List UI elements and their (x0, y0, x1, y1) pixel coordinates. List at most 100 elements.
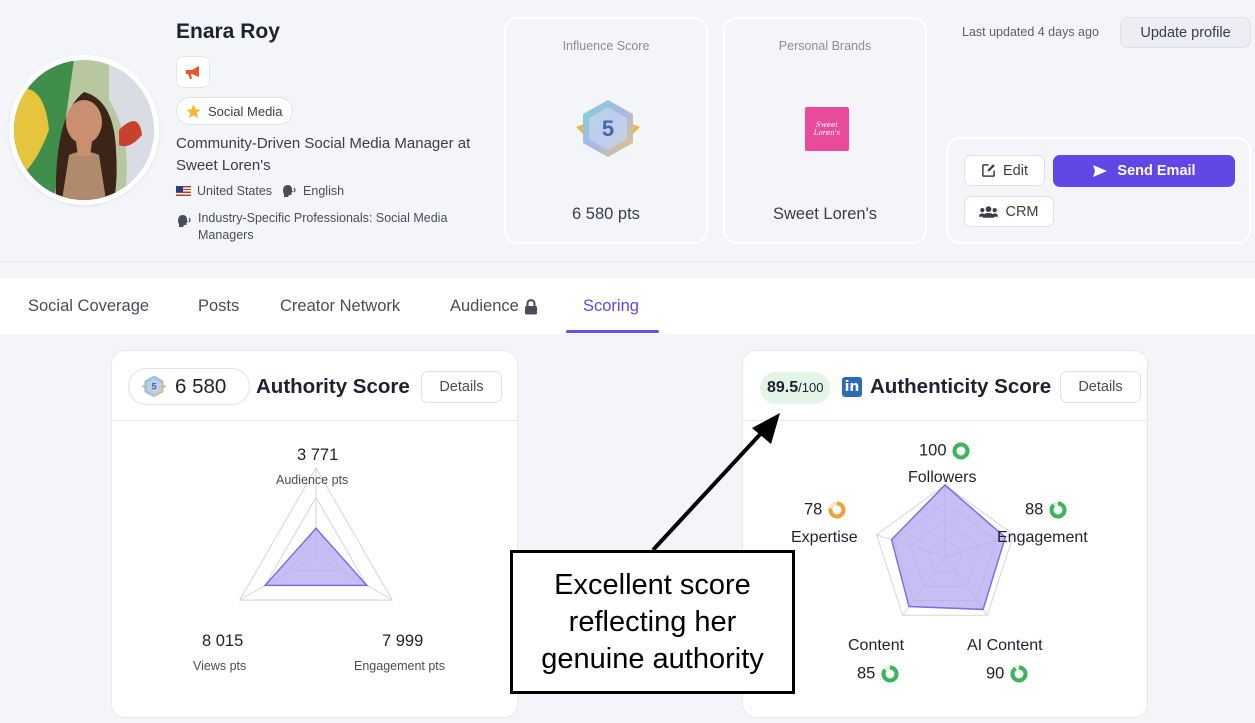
personal-brands-card[interactable]: Personal Brands Sweet Loren's Sweet Lore… (723, 17, 927, 244)
us-flag-icon (176, 186, 191, 196)
authenticity-axis-value: 100 (919, 441, 971, 461)
edit-icon (982, 164, 995, 177)
profile-headline: Community-Driven Social Media Manager at… (176, 135, 471, 174)
authenticity-axis-label: Engagement (997, 529, 1088, 546)
authenticity-axis-value: 88 (1025, 500, 1068, 520)
annotation-line: reflecting her (568, 605, 737, 638)
annotation-text: Excellent score reflecting her genuine a… (541, 567, 764, 678)
authenticity-axis-value: 90 (986, 664, 1029, 684)
active-tab-indicator (566, 330, 659, 333)
tab-audience[interactable]: Audience (450, 297, 538, 316)
speaking-head-icon (283, 185, 296, 197)
star-icon (186, 103, 201, 118)
brand-logo-text: Sweet Loren's (813, 121, 841, 137)
actions-card: Edit Send Email CRM (946, 137, 1251, 244)
score-ring-icon (1010, 665, 1028, 683)
crm-button[interactable]: CRM (964, 196, 1054, 227)
speaking-head-icon (178, 215, 191, 227)
send-email-button[interactable]: Send Email (1053, 155, 1235, 187)
brand-name: Sweet Loren's (772, 205, 878, 223)
last-updated-text: Last updated 4 days ago (962, 25, 1099, 39)
send-email-label: Send Email (1117, 163, 1196, 179)
authority-card-header: 5 6 580 Authority Score Details (112, 351, 517, 421)
location-language-row: United States English (176, 184, 344, 198)
authenticity-card-header: 89.5 /100 in Authenticity Score Details (743, 351, 1147, 421)
authenticity-axis-label: AI Content (967, 637, 1043, 654)
level-badge-icon: 5 (141, 375, 167, 397)
authority-score-value: 6 580 (175, 374, 227, 398)
authenticity-radar-chart (875, 483, 1015, 616)
authority-axis-value: 3 771 (297, 446, 339, 464)
edit-label: Edit (1003, 162, 1028, 179)
annotation-line: Excellent score (554, 568, 751, 601)
authenticity-axis-label: Expertise (791, 529, 858, 546)
authority-score-card: 5 6 580 Authority Score Details 3 771 Au… (111, 350, 518, 718)
avatar (9, 55, 159, 205)
level-number: 5 (602, 116, 614, 141)
authenticity-axis-label: Content (848, 637, 905, 654)
authenticity-score-value: 89.5 (767, 379, 799, 396)
authenticity-score-max: /100 (798, 380, 824, 395)
authority-axis-value: 8 015 (202, 632, 244, 650)
annotation-line: genuine authority (541, 642, 764, 675)
authority-badge-level: 5 (151, 381, 156, 391)
authority-axis-label: Audience pts (276, 473, 349, 487)
tab-scoring[interactable]: Scoring (583, 297, 639, 315)
authority-axis-label: Engagement pts (354, 659, 446, 673)
profile-name: Enara Roy (176, 20, 280, 43)
score-ring-icon (952, 442, 970, 460)
authority-score-title: Authority Score (256, 375, 410, 398)
influence-points: 6 580 pts (572, 205, 640, 223)
authority-axis-label: Views pts (193, 659, 247, 673)
radar-grid-ring (875, 484, 1015, 616)
authenticity-score-card: 89.5 /100 in Authenticity Score Details … (742, 350, 1148, 718)
users-icon (979, 205, 999, 218)
ai-content-value: 90 (986, 664, 1005, 683)
segment-row: Industry-Specific Professionals: Social … (176, 210, 488, 244)
authenticity-score-pill: 89.5 /100 (760, 372, 831, 404)
authenticity-score-title: Authenticity Score (870, 375, 1052, 398)
annotation-callout: Excellent score reflecting her genuine a… (510, 550, 795, 694)
authority-axis-value: 7 999 (382, 632, 424, 650)
category-chip[interactable]: Social Media (176, 97, 294, 125)
authority-score-pill: 5 6 580 (128, 368, 250, 405)
language-text: English (303, 184, 345, 198)
brand-logo[interactable]: Sweet Loren's (805, 107, 849, 151)
authority-details-button[interactable]: Details (421, 371, 502, 403)
authority-radar-chart (238, 467, 394, 601)
score-ring-icon (1049, 501, 1067, 519)
authenticity-axis-value: 85 (857, 664, 900, 684)
influence-score-card[interactable]: Influence Score 5 6 580 pts (504, 17, 708, 244)
lock-icon (524, 298, 537, 314)
category-label: Social Media (208, 103, 283, 119)
score-ring-icon (828, 501, 846, 519)
radar-value-area (263, 527, 369, 587)
segment-text: Industry-Specific Professionals: Social … (198, 211, 448, 242)
score-ring-icon (881, 665, 899, 683)
engagement-value: 88 (1025, 500, 1044, 519)
send-icon (1093, 165, 1108, 177)
country-text: United States (197, 184, 273, 198)
authenticity-axis-value: 78 (804, 500, 847, 520)
profile-header: Enara Roy Social Media Community-Driven … (0, 0, 1255, 262)
crm-label: CRM (1005, 203, 1039, 220)
influence-score-label: Influence Score (562, 39, 650, 53)
authenticity-axis-label: Followers (908, 469, 977, 486)
authenticity-details-button[interactable]: Details (1060, 371, 1141, 403)
content-value: 85 (857, 664, 876, 683)
tab-social-coverage[interactable]: Social Coverage (28, 297, 150, 315)
expertise-value: 78 (804, 500, 823, 519)
tab-posts[interactable]: Posts (198, 297, 240, 315)
linkedin-icon: in (842, 377, 862, 397)
profile-tabs: Social Coverage Posts Creator Network Au… (0, 278, 1255, 334)
megaphone-icon (176, 56, 210, 88)
tab-audience-label: Audience (450, 297, 519, 315)
followers-value: 100 (919, 441, 947, 460)
update-profile-button[interactable]: Update profile (1120, 17, 1251, 48)
personal-brands-label: Personal Brands (778, 39, 872, 53)
radar-grid-ring (238, 467, 394, 601)
radar-value-area (890, 483, 1007, 611)
tab-creator-network[interactable]: Creator Network (280, 297, 401, 315)
edit-button[interactable]: Edit (964, 155, 1045, 186)
level-badge-icon: 5 (576, 100, 640, 157)
